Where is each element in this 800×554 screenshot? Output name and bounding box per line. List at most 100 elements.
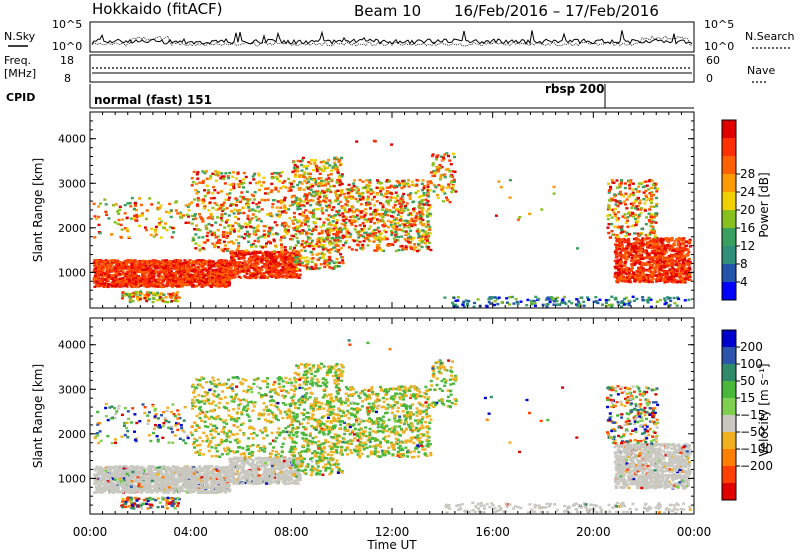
echo-cell	[318, 167, 322, 171]
echo-cell	[298, 198, 302, 201]
echo-cell	[239, 250, 242, 253]
echo-cell	[265, 276, 269, 279]
echo-cell	[386, 214, 390, 217]
echo-cell	[108, 274, 112, 277]
echo-cell	[132, 207, 136, 211]
echo-cell	[134, 204, 137, 207]
echo-cell	[288, 253, 292, 256]
echo-cell	[318, 266, 322, 270]
echo-cell	[208, 259, 212, 262]
echo-cell	[336, 239, 340, 242]
echo-cell	[303, 193, 307, 196]
echo-cell	[453, 180, 456, 183]
echo-cell	[262, 272, 266, 275]
echo-cell	[306, 164, 309, 168]
echo-cell	[410, 180, 414, 183]
echo-cell	[165, 269, 169, 272]
echo-cell	[315, 193, 318, 196]
echo-cell	[275, 224, 279, 227]
echo-cell	[99, 267, 103, 270]
echo-cell	[625, 247, 629, 250]
echo-cell	[282, 235, 286, 238]
echo-cell	[141, 282, 145, 285]
echo-cell	[304, 209, 308, 212]
echo-cell	[99, 202, 102, 205]
echo-cell	[304, 242, 307, 245]
echo-cell	[358, 192, 361, 195]
echo-cell	[277, 250, 281, 254]
echo-cell	[290, 259, 294, 262]
echo-cell	[301, 229, 305, 232]
echo-cell	[582, 304, 586, 307]
echo-cell	[247, 235, 251, 238]
echo-cell	[154, 271, 158, 274]
echo-cell	[185, 213, 189, 217]
echo-cell	[376, 221, 380, 224]
echo-cell	[425, 239, 429, 242]
echo-cell	[243, 197, 247, 201]
echo-cell	[317, 240, 321, 243]
echo-cell	[641, 299, 645, 302]
echo-cell	[677, 248, 681, 252]
echo-cell	[277, 210, 281, 213]
echo-cell	[394, 196, 398, 200]
echo-cell	[231, 259, 235, 262]
echo-cell	[141, 273, 144, 277]
echo-cell	[473, 301, 477, 305]
echo-cell	[197, 270, 201, 273]
echo-cell	[252, 194, 256, 198]
echo-cell	[338, 183, 342, 187]
echo-cell	[121, 278, 125, 282]
echo-cell	[533, 302, 537, 305]
echo-cell	[416, 249, 419, 253]
echo-cell	[235, 249, 239, 252]
echo-cell	[279, 213, 282, 216]
echo-cell	[218, 280, 222, 284]
echo-cell	[337, 265, 341, 268]
echo-cell	[275, 175, 279, 178]
echo-cell	[274, 244, 277, 247]
echo-cell	[109, 268, 113, 271]
echo-cell	[161, 299, 165, 302]
echo-cell	[342, 192, 346, 196]
echo-cell	[434, 185, 438, 188]
echo-cell	[177, 285, 180, 288]
echo-cell	[400, 235, 404, 238]
echo-cell	[402, 209, 406, 213]
echo-cell	[310, 265, 314, 269]
echo-cell	[332, 233, 336, 236]
echo-cell	[288, 237, 292, 241]
echo-cell	[148, 269, 151, 272]
echo-cell	[300, 256, 304, 259]
echo-cell	[659, 298, 662, 302]
echo-cell	[257, 172, 261, 175]
echo-cell	[548, 300, 552, 304]
echo-cell	[379, 182, 383, 185]
echo-cell	[280, 224, 284, 227]
echo-cell	[195, 192, 199, 195]
echo-cell	[361, 222, 365, 225]
echo-cell	[342, 219, 346, 222]
echo-cell	[614, 256, 618, 259]
echo-cell	[337, 261, 341, 264]
echo-cell	[95, 265, 99, 269]
echo-cell	[179, 259, 183, 262]
echo-cell	[280, 171, 284, 174]
echo-cell	[377, 238, 380, 241]
echo-cell	[303, 218, 307, 222]
echo-cell	[321, 238, 325, 241]
echo-cell	[210, 233, 214, 236]
echo-cell	[307, 180, 310, 183]
echo-cell	[427, 245, 431, 249]
echo-cell	[211, 265, 215, 268]
echo-cell	[420, 182, 424, 185]
echo-cell	[209, 230, 212, 233]
echo-cell	[243, 270, 247, 274]
echo-cell	[373, 236, 377, 239]
echo-cell	[379, 193, 383, 196]
echo-cell	[319, 161, 323, 164]
echo-cell	[236, 212, 240, 215]
echo-cell	[220, 260, 224, 263]
echo-cell	[301, 204, 305, 207]
echo-cell	[327, 241, 331, 244]
